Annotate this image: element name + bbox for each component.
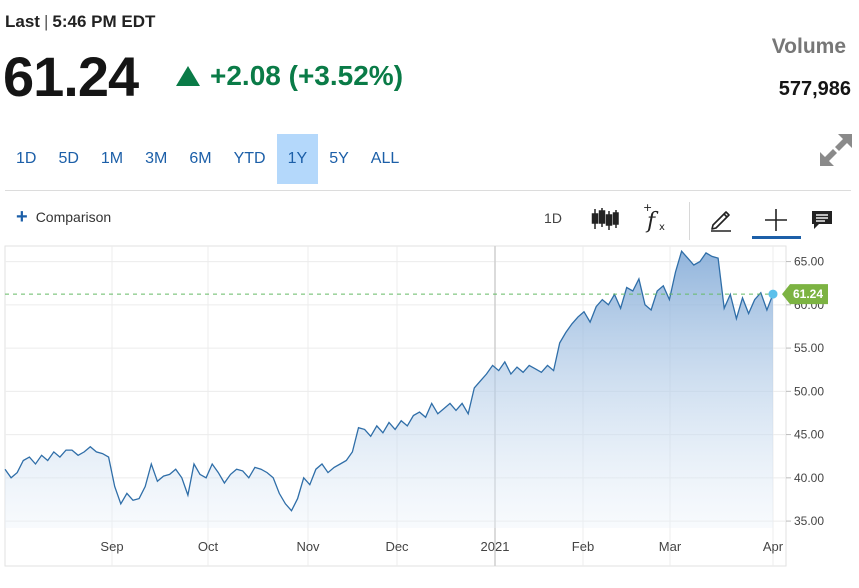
y-tick-label: 55.00 <box>794 341 824 355</box>
crosshair-active-indicator <box>752 236 801 239</box>
header-divider <box>5 190 851 191</box>
x-axis: Sep Oct Nov Dec 2021 Feb Mar Apr <box>100 539 783 554</box>
y-tick-label: 35.00 <box>794 514 824 528</box>
expand-arrows-icon[interactable] <box>818 132 854 168</box>
y-tick-label: 50.00 <box>794 384 824 398</box>
range-ytd[interactable]: YTD <box>233 150 266 167</box>
x-tick-label: Feb <box>572 539 594 554</box>
crosshair-icon[interactable] <box>752 202 800 238</box>
last-price-label: 61.24 <box>793 287 823 301</box>
x-tick-label: Oct <box>198 539 219 554</box>
range-5y[interactable]: 5Y <box>329 150 349 167</box>
range-1m[interactable]: 1M <box>100 150 124 167</box>
svg-text:f: f <box>645 209 659 234</box>
range-selector: 1D 5D 1M 3M 6M YTD 1Y 5Y ALL <box>5 134 410 184</box>
y-tick-label: 40.00 <box>794 471 824 485</box>
volume-label: Volume <box>771 35 846 58</box>
y-tick-label: 45.00 <box>794 428 824 442</box>
svg-text:x: x <box>659 222 665 233</box>
price-line <box>4 249 774 512</box>
plus-icon: + <box>16 206 28 228</box>
pencil-icon[interactable] <box>703 202 739 238</box>
comment-icon[interactable] <box>806 202 838 238</box>
last-price: 61.24 <box>3 45 139 108</box>
x-tick-label: Apr <box>763 539 784 554</box>
change-value: +2.08 (+3.52%) <box>210 60 404 91</box>
x-tick-label: Sep <box>100 539 123 554</box>
x-tick-label: Mar <box>659 539 682 554</box>
range-6m[interactable]: 6M <box>189 150 212 167</box>
last-label: Last <box>5 12 40 31</box>
toolbar-separator <box>689 202 690 240</box>
range-1y[interactable]: 1Y <box>276 134 319 184</box>
comparison-label: Comparison <box>35 209 112 225</box>
candlestick-icon[interactable] <box>586 202 624 236</box>
up-arrow-icon <box>176 66 200 86</box>
interval-button[interactable]: 1D <box>544 210 562 226</box>
x-tick-label: Dec <box>385 539 409 554</box>
last-price-badge: 61.24 <box>782 284 828 305</box>
range-1d[interactable]: 1D <box>16 150 37 167</box>
range-3m[interactable]: 3M <box>145 150 168 167</box>
x-tick-label: 2021 <box>481 539 510 554</box>
fx-icon[interactable]: + f x <box>636 200 676 238</box>
price-area <box>5 251 773 528</box>
last-update: Last | 5:46 PM EDT <box>5 12 155 32</box>
x-tick-label: Nov <box>296 539 320 554</box>
comparison-button[interactable]: + Comparison <box>16 207 111 227</box>
last-time: 5:46 PM EDT <box>52 12 156 31</box>
svg-text:+: + <box>643 202 652 214</box>
plot-frame <box>4 245 787 567</box>
last-price-marker <box>768 289 778 299</box>
price-change: +2.08 (+3.52%) <box>176 60 403 92</box>
range-5d[interactable]: 5D <box>58 150 79 167</box>
volume-value: 577,986 <box>778 78 851 100</box>
range-all[interactable]: ALL <box>370 150 400 167</box>
separator: | <box>43 12 49 31</box>
y-tick-label: 65.00 <box>794 255 824 269</box>
